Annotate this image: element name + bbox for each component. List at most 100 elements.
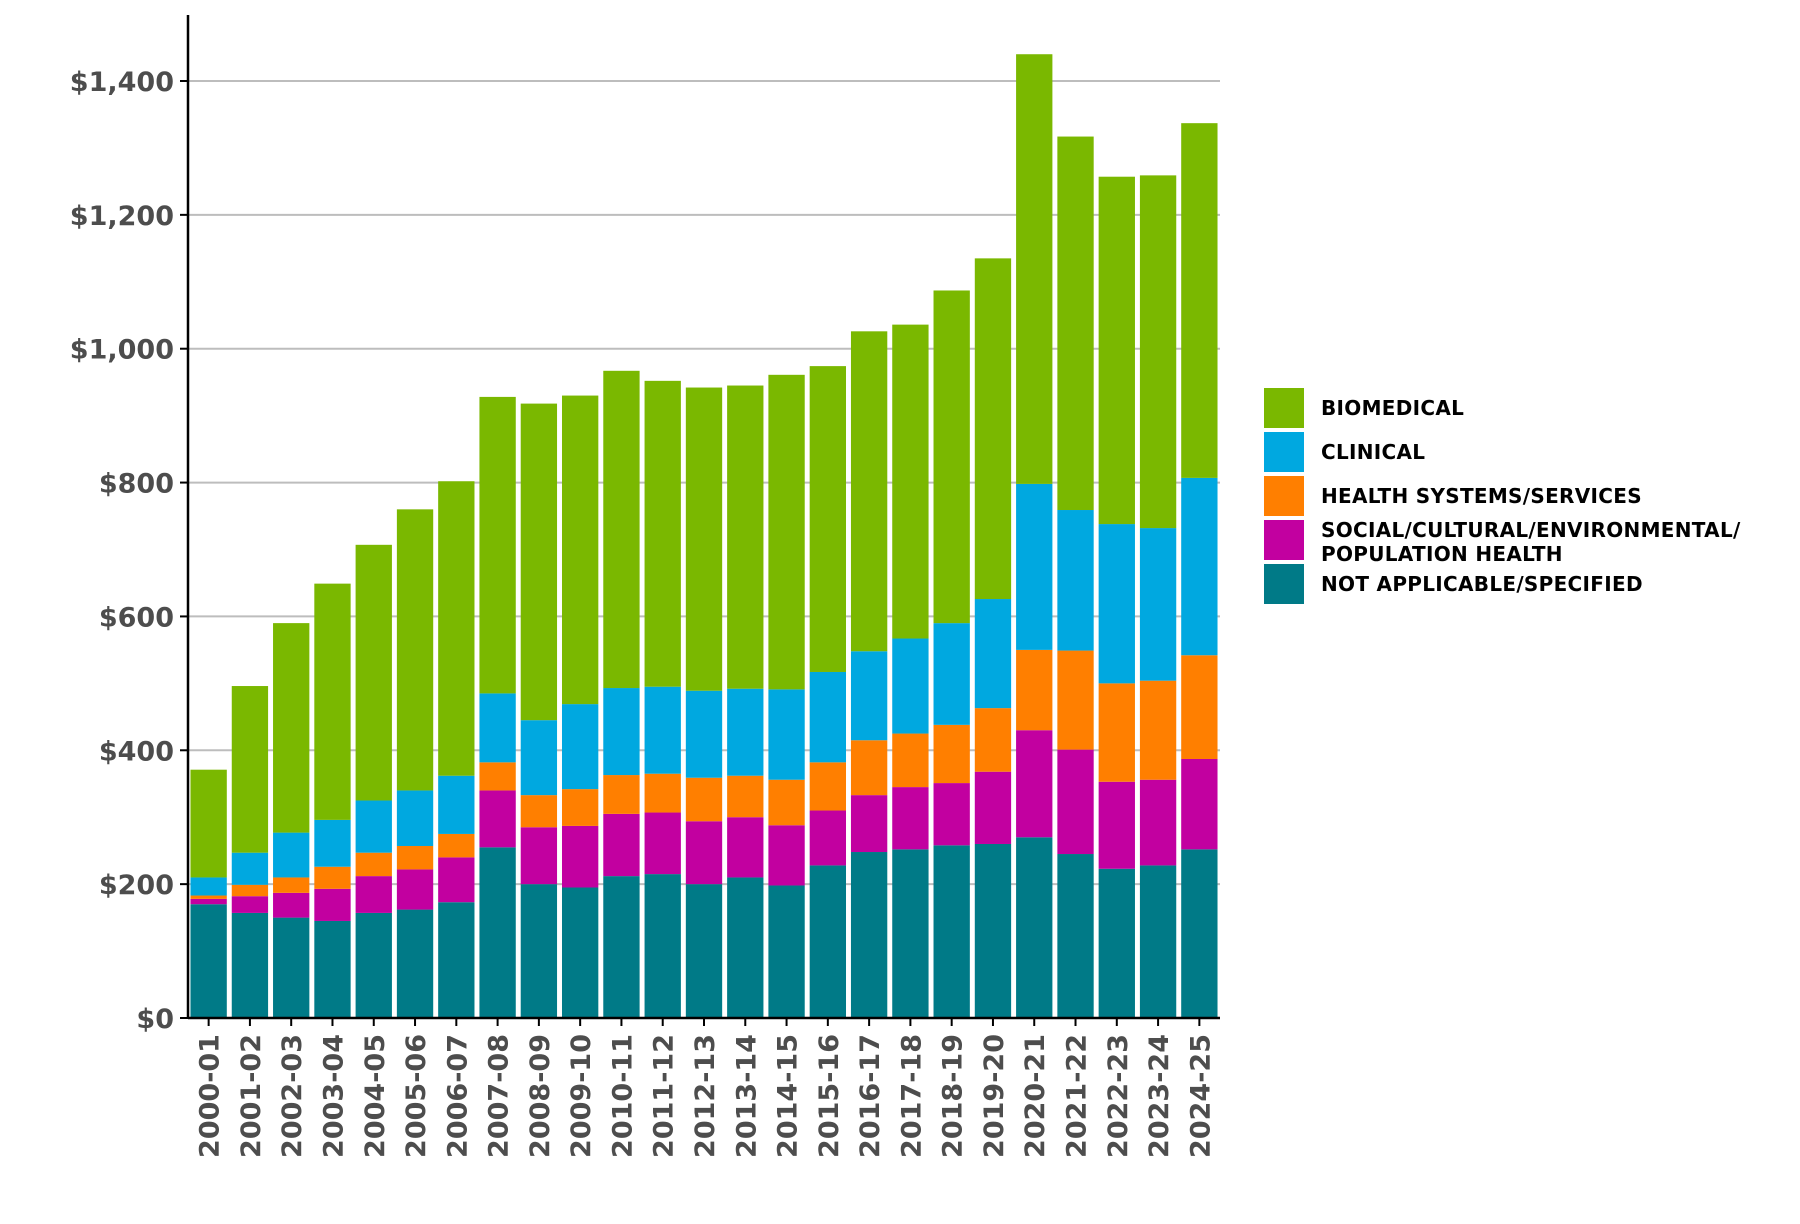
legend-label: SOCIAL/CULTURAL/ENVIRONMENTAL/ — [1321, 518, 1741, 542]
y-axis-ticks: $0 $200 $400 $600 $800 $1,000 $1,200 $1,400 — [70, 67, 174, 1035]
bar-segment — [892, 324, 929, 639]
bar-segment — [644, 380, 681, 687]
bar-segment — [355, 544, 392, 801]
legend-label: BIOMEDICAL — [1321, 396, 1464, 420]
bar-segment — [933, 783, 970, 846]
bar-segment — [190, 895, 227, 899]
x-axis-ticks: 2000-01 2001-02 2002-03 2003-04 2004-05 2005-… — [195, 1034, 1217, 1158]
bar-segment — [603, 876, 640, 1018]
bars — [190, 54, 1218, 1018]
bar-segment — [273, 917, 310, 1018]
y-tick-label: $400 — [99, 736, 174, 767]
bar-segment — [809, 671, 847, 763]
bar-segment — [438, 775, 475, 834]
x-tick-label: 2008-09 — [525, 1034, 556, 1158]
bar-segment — [644, 812, 681, 875]
legend-swatch — [1264, 432, 1304, 472]
bar-segment — [603, 813, 640, 877]
bar-segment — [1181, 849, 1218, 1018]
bar-segment — [355, 852, 392, 877]
bar-segment — [644, 874, 681, 1018]
bar-segment — [314, 888, 351, 921]
bar-segment — [1139, 865, 1177, 1018]
bar-segment — [603, 775, 640, 814]
y-tick-label: $600 — [99, 602, 174, 633]
bar-segment — [685, 821, 723, 885]
bar-segment — [1057, 136, 1094, 511]
bar-segment — [396, 509, 434, 791]
x-tick-label: 2015-16 — [814, 1034, 845, 1158]
bar-segment — [1139, 680, 1177, 780]
legend: BIOMEDICAL CLINICAL HEALTH SYSTEMS/SERVICE… — [1264, 388, 1741, 604]
bar-segment — [231, 852, 269, 885]
bar-segment — [396, 869, 434, 910]
bar-segment — [1139, 779, 1177, 866]
bar-segment — [479, 693, 516, 763]
bar-segment — [479, 762, 516, 791]
bar-segment — [892, 787, 929, 850]
bar-segment — [933, 724, 970, 784]
bar-segment — [1098, 524, 1135, 684]
y-tick-label: $200 — [99, 870, 174, 901]
x-tick-label: 2021-22 — [1062, 1034, 1093, 1158]
x-tick-label: 2000-01 — [195, 1034, 226, 1158]
x-tick-label: 2019-20 — [979, 1034, 1010, 1158]
axes — [180, 15, 1220, 1026]
bar-segment — [355, 912, 392, 1018]
x-tick-label: 2018-19 — [938, 1034, 969, 1158]
y-tick-label: $1,000 — [70, 335, 174, 366]
legend-swatch — [1264, 476, 1304, 516]
bar-segment — [685, 777, 723, 822]
bar-segment — [768, 825, 805, 886]
bar-segment — [190, 877, 227, 896]
bar-segment — [314, 920, 351, 1018]
bar-segment — [273, 892, 310, 918]
bar-segment — [190, 769, 227, 878]
bar-segment — [933, 290, 970, 624]
bar-segment — [850, 740, 888, 796]
bar-segment — [974, 771, 1012, 844]
bar-segment — [644, 773, 681, 813]
y-tick-label: $1,400 — [70, 67, 174, 98]
x-tick-label: 2010-11 — [607, 1034, 638, 1158]
bar-segment — [314, 819, 351, 867]
legend-label: CLINICAL — [1321, 440, 1425, 464]
bar-segment — [520, 795, 558, 828]
bar-segment — [355, 800, 392, 853]
bar-segment — [1181, 655, 1218, 759]
bar-segment — [190, 898, 227, 905]
x-tick-label: 2002-03 — [277, 1034, 308, 1158]
bar-segment — [1098, 176, 1135, 525]
bar-segment — [190, 904, 227, 1018]
bar-segment — [974, 708, 1012, 772]
bar-segment — [768, 779, 805, 826]
bar-segment — [1016, 483, 1053, 650]
x-tick-label: 2011-12 — [649, 1034, 680, 1158]
bar-segment — [933, 845, 970, 1018]
bar-segment — [561, 395, 599, 705]
bar-segment — [1057, 749, 1094, 855]
bar-segment — [1181, 123, 1218, 478]
bar-segment — [1098, 781, 1135, 869]
bar-segment — [850, 651, 888, 741]
bar-segment — [809, 366, 847, 672]
x-tick-label: 2012-13 — [690, 1034, 721, 1158]
x-tick-label: 2016-17 — [855, 1034, 886, 1158]
bar-segment — [1016, 649, 1053, 731]
legend-label: HEALTH SYSTEMS/SERVICES — [1321, 484, 1642, 508]
bar-segment — [768, 374, 805, 690]
bar-segment — [314, 866, 351, 889]
bar-segment — [561, 825, 599, 888]
legend-label: POPULATION HEALTH — [1321, 542, 1563, 566]
bar-segment — [1016, 54, 1053, 484]
bar-segment — [685, 387, 723, 691]
bar-segment — [1016, 730, 1053, 838]
bar-segment — [314, 583, 351, 820]
bar-segment — [273, 832, 310, 878]
bar-segment — [768, 885, 805, 1018]
bar-segment — [644, 686, 681, 774]
bar-segment — [603, 370, 640, 689]
bar-segment — [438, 857, 475, 903]
